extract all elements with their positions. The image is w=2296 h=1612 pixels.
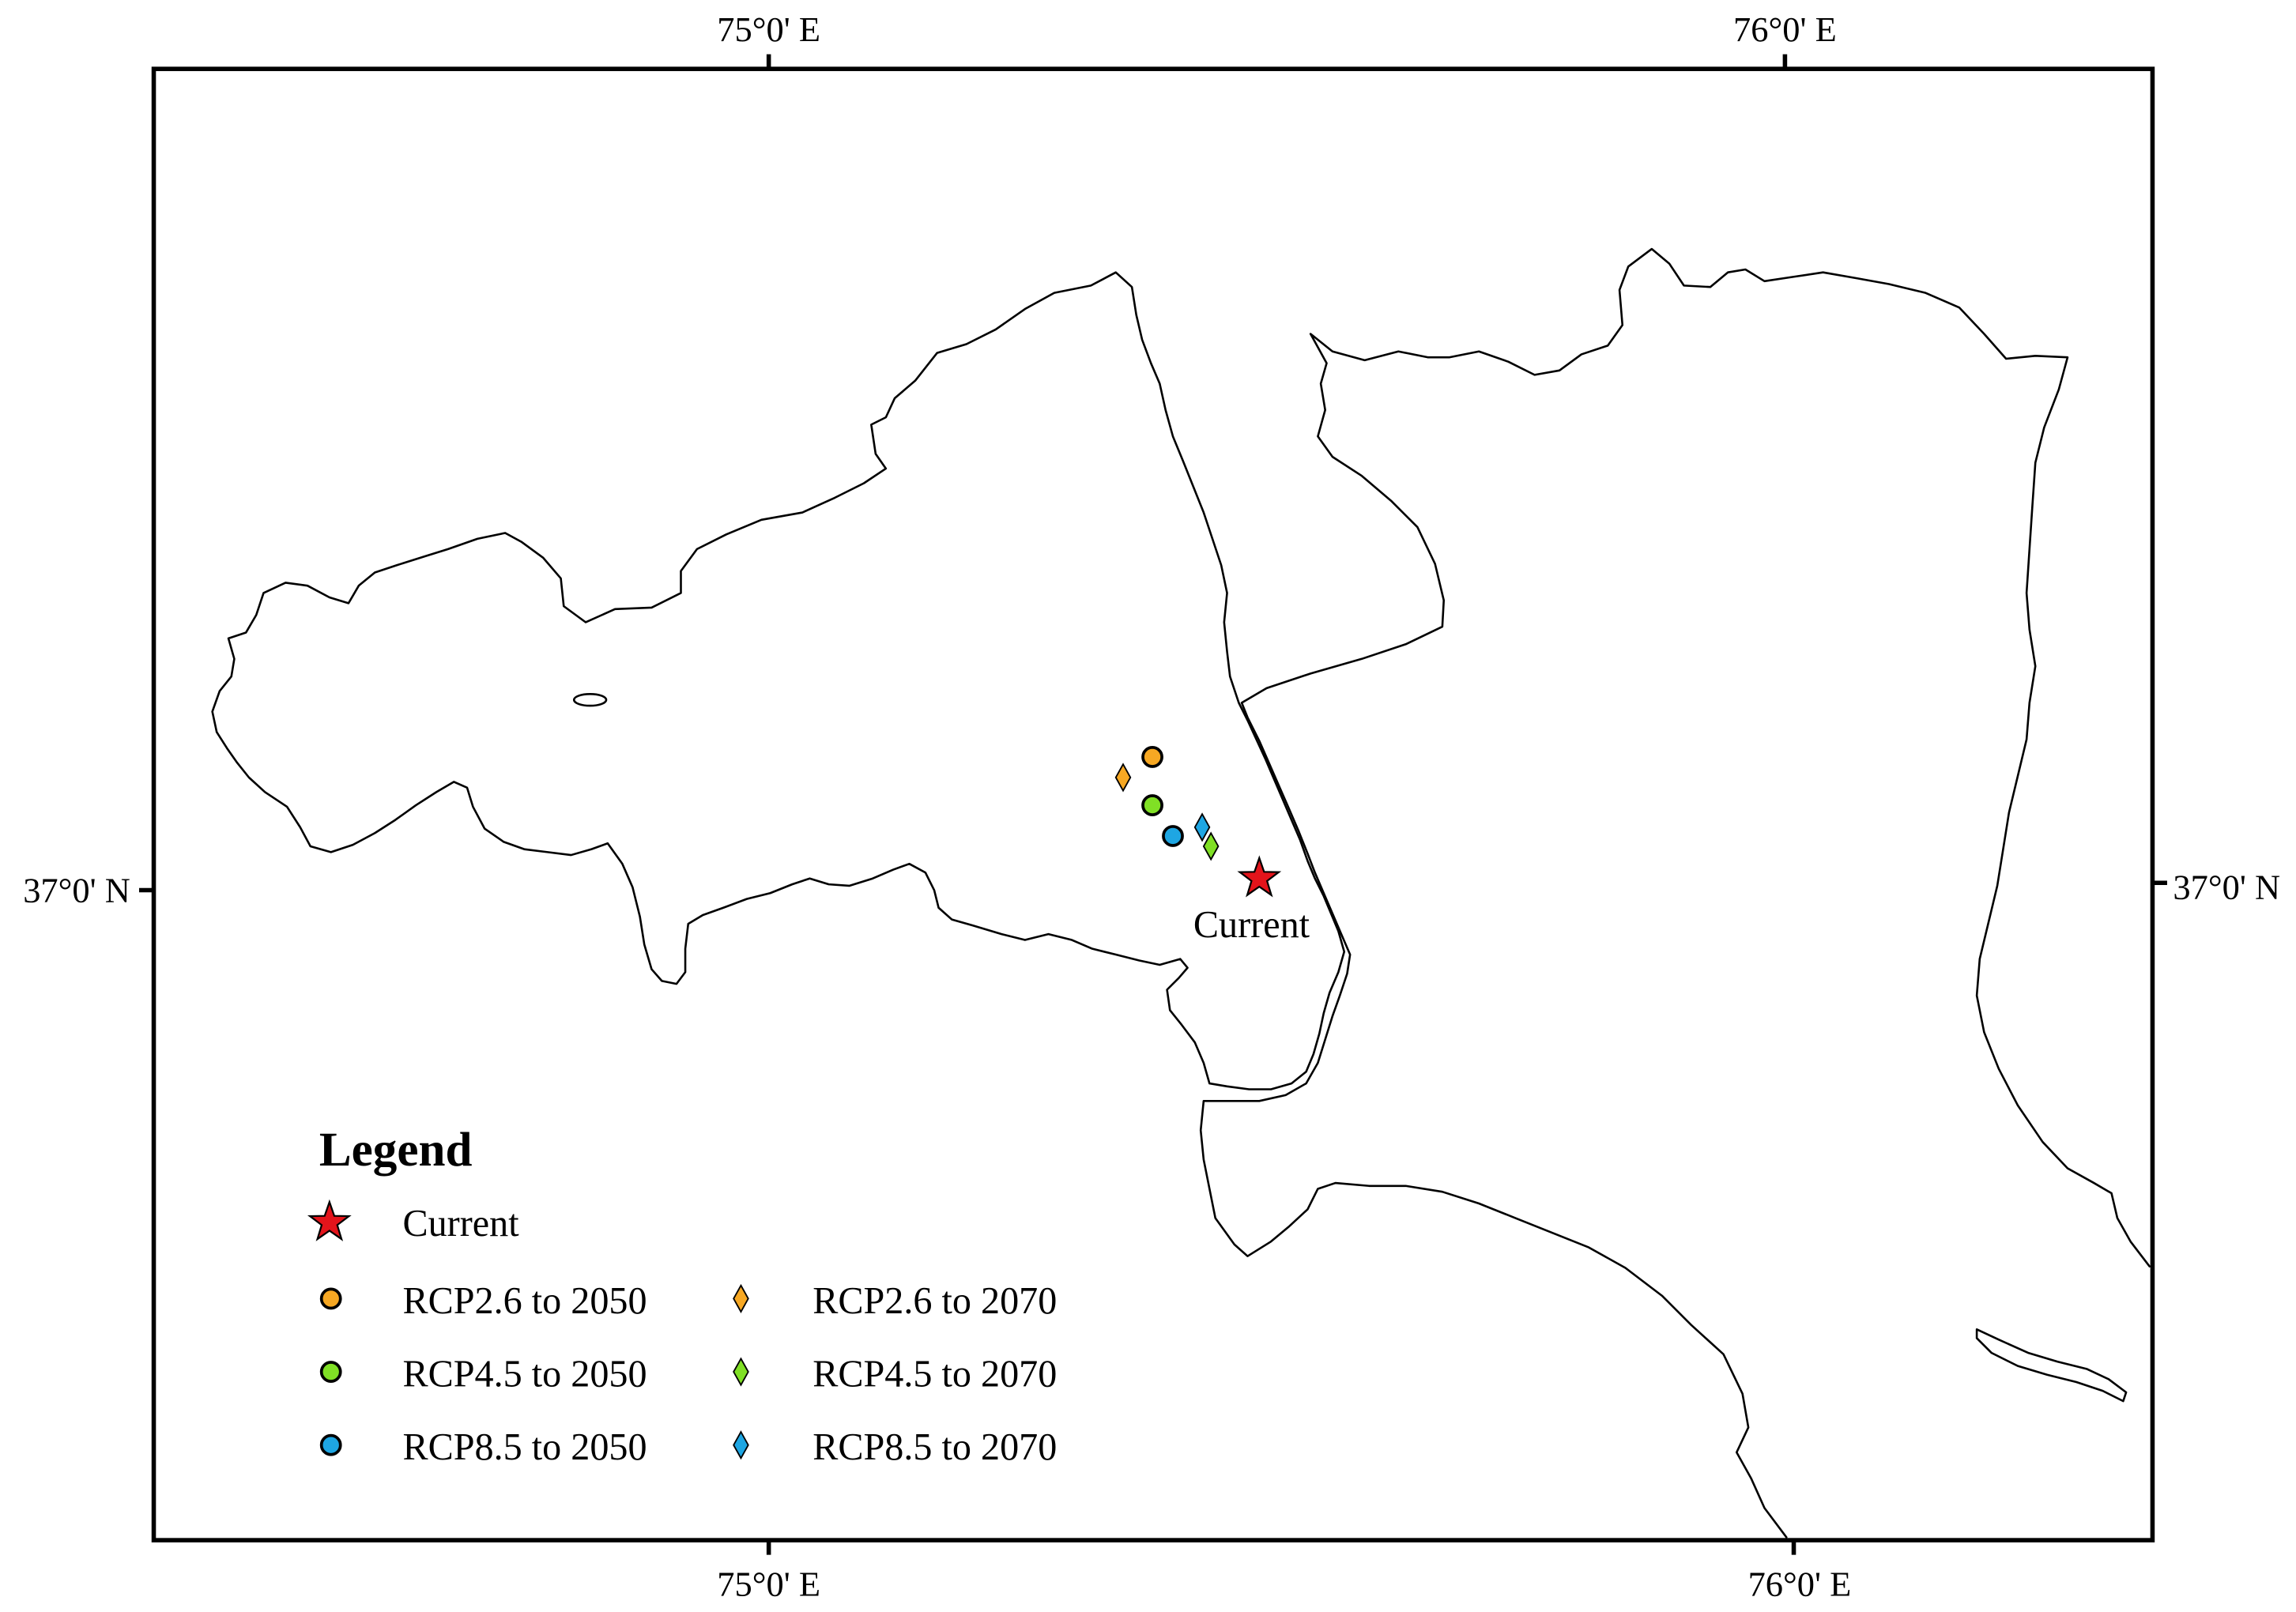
- legend-circle-icon: [319, 1361, 342, 1383]
- graticule-label-top-76e: 76°0' E: [1733, 9, 1837, 49]
- marker-current-star-icon: [1237, 855, 1282, 898]
- legend-diamond-icon: [733, 1430, 749, 1460]
- legend-diamond-icon: [733, 1357, 749, 1387]
- legend-circle-icon: [319, 1433, 342, 1456]
- graticule-label-bottom-75e: 75°0' E: [717, 1565, 820, 1604]
- legend-label-rcp85-2070: RCP8.5 to 2070: [812, 1426, 1057, 1468]
- legend-item-rcp85-2050: RCP8.5 to 2050: [319, 1426, 647, 1468]
- marker-rcp85-2070-diamond-icon: [1193, 812, 1211, 842]
- legend-item-current: Current: [307, 1199, 519, 1245]
- legend-item-rcp26-2050: RCP2.6 to 2050: [319, 1280, 647, 1322]
- legend-label-current: Current: [402, 1203, 519, 1245]
- legend: Legend Current RCP2.6 to 2050 RCP4.5 to …: [307, 1124, 1057, 1468]
- graticule-label-left-37n: 37°0' N: [23, 870, 130, 910]
- marker-rcp45-2070-diamond-icon: [1202, 831, 1220, 861]
- map-boundaries: [211, 247, 2151, 1539]
- legend-label-rcp26-2070: RCP2.6 to 2070: [812, 1280, 1057, 1322]
- legend-label-rcp26-2050: RCP2.6 to 2050: [402, 1280, 647, 1322]
- marker-rcp26-2070-diamond-icon: [1114, 763, 1132, 793]
- graticule-label-top-75e: 75°0' E: [717, 9, 820, 49]
- graticule-label-bottom-76e: 76°0' E: [1748, 1565, 1852, 1604]
- boundary-west-region: [211, 271, 1346, 1090]
- legend-label-rcp45-2070: RCP4.5 to 2070: [812, 1354, 1057, 1395]
- legend-circle-icon: [319, 1287, 342, 1310]
- graticule-label-right-37n: 37°0' N: [2173, 868, 2280, 907]
- map-frame: [151, 66, 2155, 1542]
- legend-label-rcp45-2050: RCP4.5 to 2050: [402, 1354, 647, 1395]
- marker-rcp45-2050-circle-icon: [1141, 794, 1163, 816]
- legend-item-rcp45-2070: RCP4.5 to 2070: [733, 1354, 1057, 1395]
- water-body-southeast: [1975, 1328, 2128, 1403]
- legend-diamond-icon: [733, 1283, 749, 1314]
- legend-item-rcp45-2050: RCP4.5 to 2050: [319, 1354, 647, 1395]
- legend-item-rcp26-2070: RCP2.6 to 2070: [733, 1280, 1057, 1322]
- legend-star-icon: [307, 1199, 352, 1241]
- lake-west-region: [572, 692, 608, 707]
- boundary-east-region: [1199, 247, 2151, 1539]
- legend-title: Legend: [319, 1124, 473, 1177]
- marker-current-label: Current: [1193, 904, 1310, 946]
- map-markers: Current: [1114, 746, 1310, 946]
- marker-rcp26-2050-circle-icon: [1141, 746, 1163, 768]
- legend-label-rcp85-2050: RCP8.5 to 2050: [402, 1426, 647, 1468]
- legend-item-rcp85-2070: RCP8.5 to 2070: [733, 1426, 1057, 1468]
- marker-rcp85-2050-circle-icon: [1162, 825, 1184, 847]
